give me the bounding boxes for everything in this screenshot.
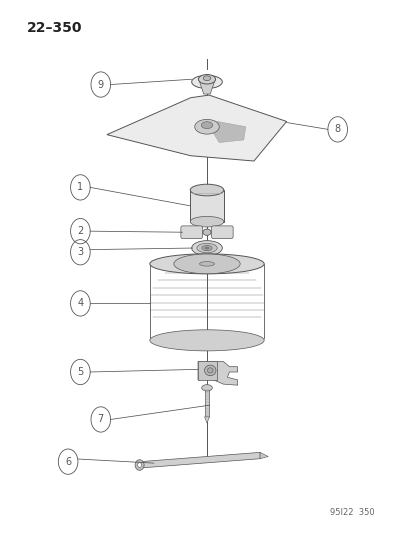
Text: 1: 1	[77, 182, 83, 192]
Polygon shape	[107, 95, 286, 161]
Ellipse shape	[150, 254, 263, 274]
Polygon shape	[259, 453, 268, 459]
Text: 9: 9	[97, 79, 104, 90]
Text: 95I22  350: 95I22 350	[329, 508, 373, 517]
FancyBboxPatch shape	[180, 226, 202, 239]
Ellipse shape	[194, 119, 219, 134]
Text: 22–350: 22–350	[27, 21, 83, 35]
Polygon shape	[199, 82, 214, 94]
Ellipse shape	[135, 460, 144, 470]
Text: 8: 8	[334, 124, 340, 134]
Ellipse shape	[191, 75, 222, 88]
Polygon shape	[211, 122, 245, 142]
Ellipse shape	[198, 75, 215, 84]
Ellipse shape	[173, 254, 240, 274]
Text: 6: 6	[65, 457, 71, 467]
Ellipse shape	[199, 262, 214, 266]
Ellipse shape	[203, 76, 210, 80]
Polygon shape	[197, 361, 237, 385]
Bar	[190, 190, 223, 222]
Ellipse shape	[202, 245, 211, 251]
Text: 5: 5	[77, 367, 83, 377]
Text: 7: 7	[97, 415, 104, 424]
Bar	[204, 388, 209, 417]
Polygon shape	[137, 453, 259, 468]
Ellipse shape	[191, 241, 222, 255]
Ellipse shape	[150, 330, 263, 351]
Bar	[197, 361, 216, 380]
Ellipse shape	[207, 368, 213, 373]
Ellipse shape	[196, 243, 217, 253]
Ellipse shape	[204, 365, 216, 376]
Ellipse shape	[204, 247, 209, 249]
Ellipse shape	[190, 184, 223, 196]
Ellipse shape	[201, 385, 212, 391]
Ellipse shape	[190, 216, 223, 227]
Ellipse shape	[202, 229, 211, 236]
Ellipse shape	[137, 463, 141, 467]
FancyBboxPatch shape	[211, 226, 233, 239]
Text: 3: 3	[77, 247, 83, 257]
Text: 4: 4	[77, 298, 83, 309]
Ellipse shape	[201, 122, 212, 128]
Polygon shape	[204, 417, 209, 423]
Text: 2: 2	[77, 226, 83, 236]
